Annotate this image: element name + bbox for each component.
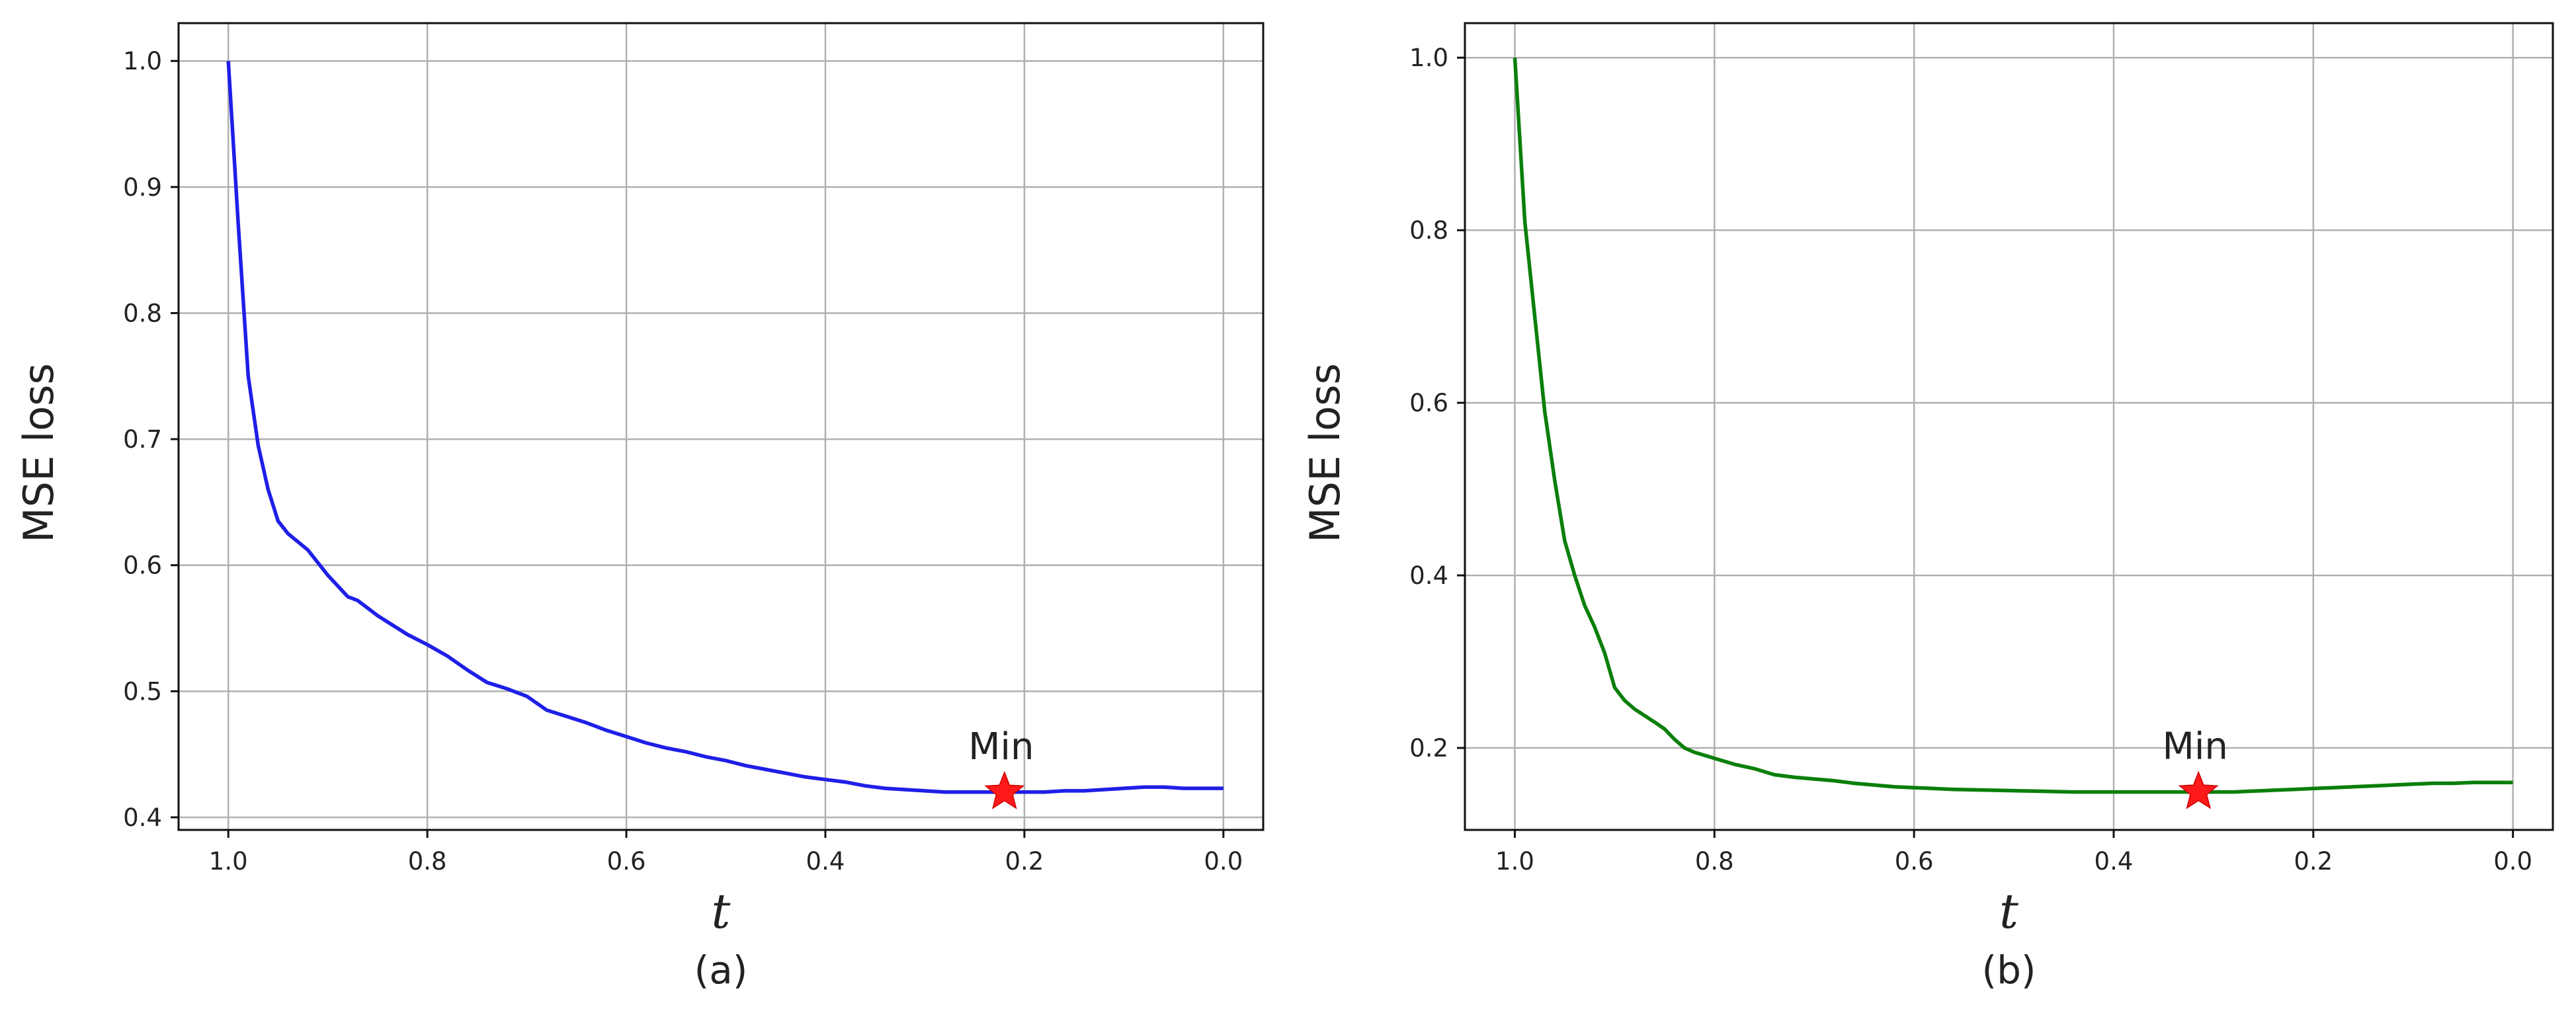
x-tick-label: 0.4 bbox=[2095, 847, 2134, 876]
min-annotation: Min bbox=[968, 725, 1034, 768]
chart-panel-1: 1.0 0.8 0.6 0.4 0.2 0.0 0.2 0.4 0.6 0.8 1.0 Min t MSE… bbox=[1301, 22, 2554, 993]
y-tick-label: 0.4 bbox=[1409, 561, 1448, 590]
chart-panel-0: 1.0 0.8 0.6 0.4 0.2 0.0 0.4 0.5 0.6 0.7 0.8 0.9 1.0 M… bbox=[15, 22, 1265, 993]
y-tick-label: 1.0 bbox=[1409, 44, 1448, 72]
x-tick-label: 0.8 bbox=[1695, 847, 1734, 876]
y-axis-label: MSE loss bbox=[15, 363, 63, 543]
panel-label: (b) bbox=[1981, 948, 2036, 993]
x-tick-label: 0.6 bbox=[607, 847, 646, 876]
x-tick-label: 1.0 bbox=[1495, 847, 1534, 876]
y-tick-label: 0.6 bbox=[1409, 389, 1448, 417]
x-tick-label: 0.8 bbox=[408, 847, 447, 876]
x-tick-label: 0.6 bbox=[1895, 847, 1934, 876]
y-tick-label: 0.8 bbox=[123, 299, 162, 327]
y-tick-label: 0.7 bbox=[123, 425, 162, 454]
panel-label: (a) bbox=[694, 948, 748, 993]
y-tick-label: 1.0 bbox=[123, 47, 162, 75]
x-tick-label: 0.2 bbox=[2294, 847, 2333, 876]
y-tick-label: 0.5 bbox=[123, 677, 162, 706]
plot-frame bbox=[177, 22, 1265, 831]
min-star-marker bbox=[2178, 770, 2219, 809]
x-tick-label: 0.2 bbox=[1005, 847, 1044, 876]
plot-frame bbox=[1464, 22, 2554, 831]
y-axis-label: MSE loss bbox=[1301, 363, 1349, 543]
x-axis-label: t bbox=[1999, 883, 2019, 939]
y-tick-label: 0.8 bbox=[1409, 216, 1448, 245]
series-line bbox=[226, 61, 1224, 794]
x-axis-label: t bbox=[712, 883, 731, 939]
series-line bbox=[1513, 58, 2513, 794]
y-tick-label: 0.9 bbox=[123, 173, 162, 202]
min-star-marker bbox=[984, 770, 1025, 809]
min-annotation: Min bbox=[2163, 725, 2228, 768]
x-tick-label: 0.4 bbox=[806, 847, 845, 876]
y-tick-label: 0.4 bbox=[123, 803, 162, 832]
x-tick-label: 0.0 bbox=[1204, 847, 1243, 876]
x-tick-label: 0.0 bbox=[2493, 847, 2532, 876]
x-tick-label: 1.0 bbox=[209, 847, 248, 876]
y-tick-label: 0.6 bbox=[123, 552, 162, 580]
y-tick-label: 0.2 bbox=[1409, 734, 1448, 762]
